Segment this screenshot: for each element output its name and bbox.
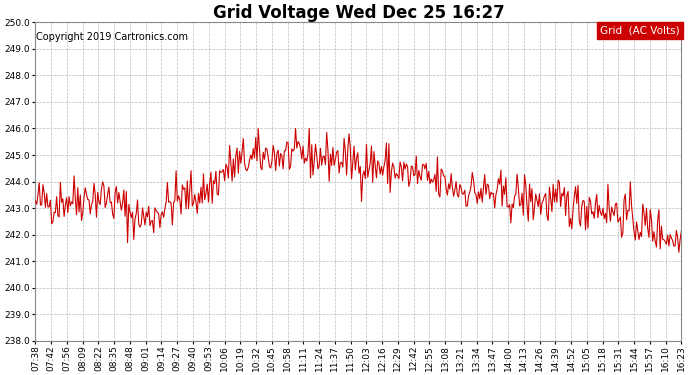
Title: Grid Voltage Wed Dec 25 16:27: Grid Voltage Wed Dec 25 16:27 [213,4,504,22]
Text: Copyright 2019 Cartronics.com: Copyright 2019 Cartronics.com [36,32,188,42]
Text: Grid  (AC Volts): Grid (AC Volts) [600,26,680,36]
